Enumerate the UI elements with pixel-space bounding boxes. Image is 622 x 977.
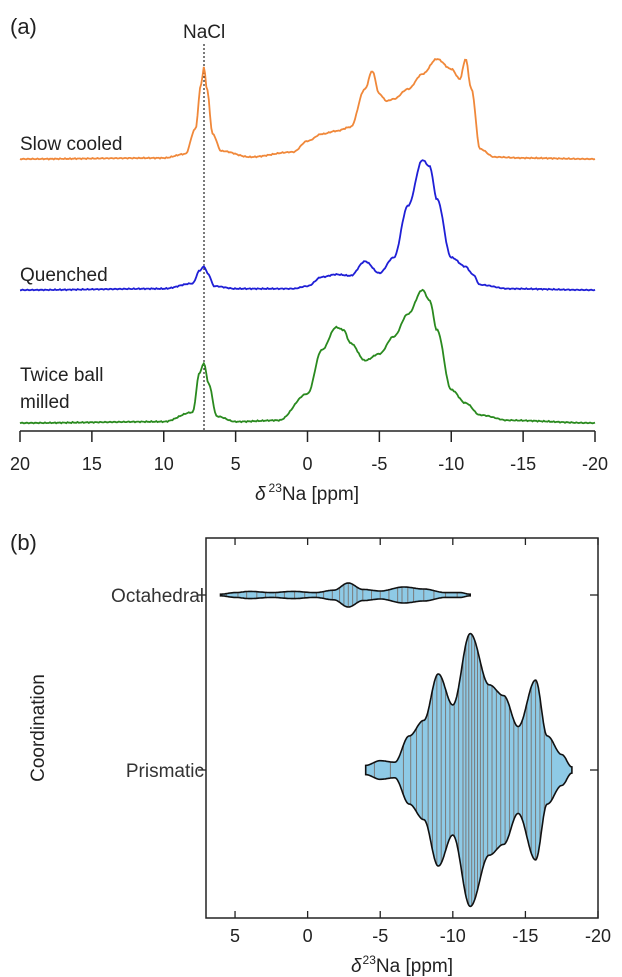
panel-a: (a) NaCl Slow cooled Quenched Twice ball… [10, 14, 608, 505]
x-tick-label: -10 [440, 926, 466, 946]
panel-a-ticks: 20 15 10 5 0 -5 -10 -15 -20 [10, 431, 608, 474]
series-label-quenched: Quenched [20, 265, 108, 286]
x-tick-label: 5 [231, 454, 241, 474]
x-tick-label: -10 [438, 454, 464, 474]
x-tick-label: 20 [10, 454, 30, 474]
violin-octahedral [221, 583, 471, 607]
x-tick-label: -20 [582, 454, 608, 474]
panel-b: (b) Coordination Octahedral Prismatic 5 0 -… [10, 530, 611, 977]
x-tick-label: -20 [585, 926, 611, 946]
nacl-label: NaCl [183, 22, 225, 43]
x-tick-label: -15 [510, 454, 536, 474]
x-tick-label: 0 [303, 926, 313, 946]
x-tick-label: -5 [372, 926, 388, 946]
x-tick-label: -5 [371, 454, 387, 474]
x-tick-label: 5 [230, 926, 240, 946]
series-label-twice-ball-milled-line1: Twice ball [20, 365, 103, 386]
x-tick-label: -15 [512, 926, 538, 946]
series-label-twice-ball-milled-line2: milled [20, 392, 70, 413]
x-tick-label: 10 [154, 454, 174, 474]
x-tick-label: 15 [82, 454, 102, 474]
x-tick-label: 0 [302, 454, 312, 474]
panel-a-x-axis-title: δ 23Na [ppm] [255, 481, 359, 505]
series-label-slow-cooled: Slow cooled [20, 134, 122, 155]
category-label-prismatic: Prismatic [126, 761, 204, 782]
panel-b-y-axis-title: Coordination [28, 674, 49, 782]
panel-a-label: (a) [10, 14, 37, 39]
series-line-twice-ball-milled [20, 290, 595, 424]
panel-b-label: (b) [10, 530, 37, 555]
panel-b-x-axis-title: δ23Na [ppm] [351, 953, 453, 977]
category-label-octahedral: Octahedral [111, 586, 204, 607]
panel-b-violins: Octahedral Prismatic [111, 583, 598, 906]
panel-a-series [20, 59, 595, 423]
